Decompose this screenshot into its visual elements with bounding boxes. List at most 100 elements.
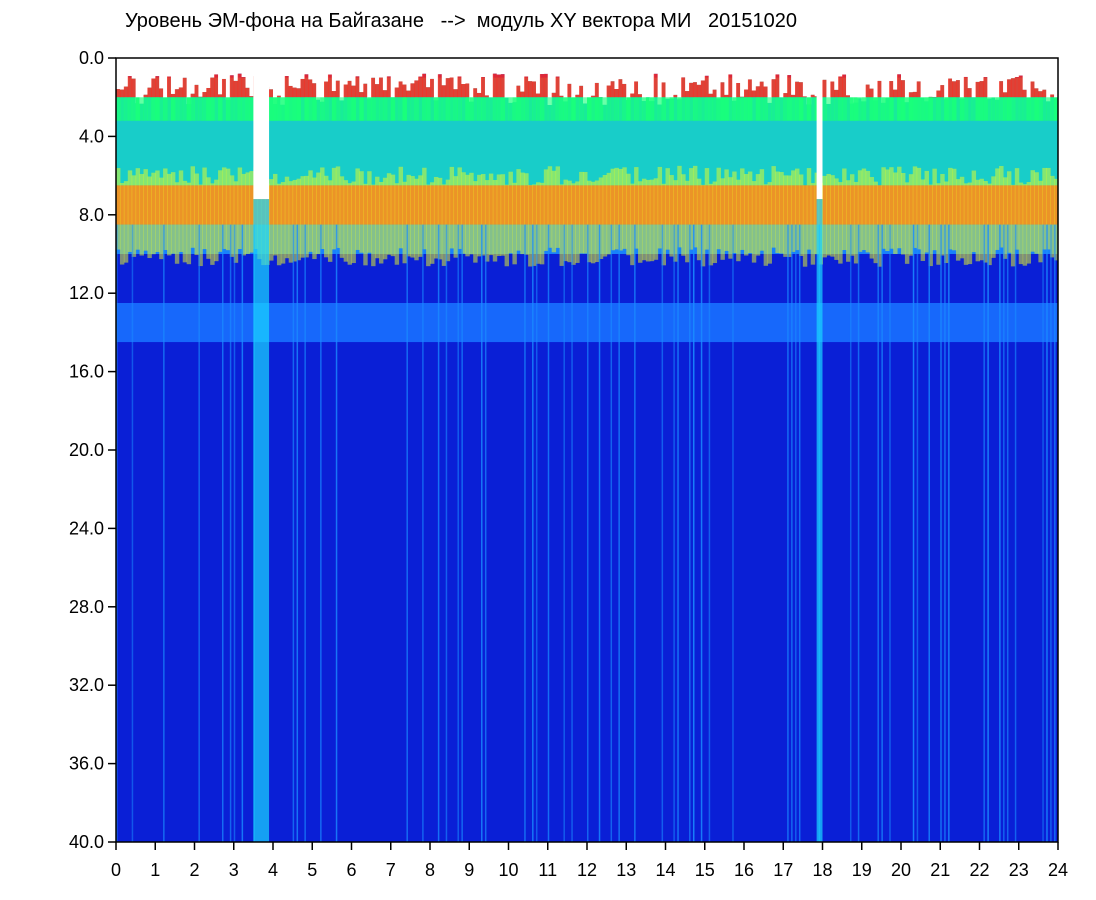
heatmap-cell [575, 181, 580, 263]
x-tick-label: 0 [111, 860, 121, 880]
heatmap-cell [751, 181, 757, 263]
heatmap-cell [284, 76, 290, 98]
heatmap-cell [991, 58, 996, 98]
heatmap-cell [532, 184, 537, 266]
heatmap-cell [320, 167, 325, 249]
heatmap-cell [324, 175, 329, 258]
heatmap-cell [685, 91, 690, 98]
heatmap-cell [999, 81, 1004, 98]
heatmap-cell [214, 179, 219, 262]
heatmap-cell [877, 80, 882, 98]
heatmap-streak [798, 224, 801, 843]
heatmap-cell [563, 179, 568, 262]
heatmap-cell [131, 175, 137, 257]
heatmap-cell [897, 74, 902, 98]
heatmap-cell [473, 181, 478, 263]
heatmap-cell [484, 95, 490, 98]
heatmap-cell [877, 58, 882, 81]
heatmap-cell [626, 58, 631, 101]
heatmap-cell [700, 184, 706, 267]
heatmap-cell [437, 97, 443, 121]
heatmap-cell [167, 97, 172, 121]
heatmap-cell [1010, 184, 1016, 267]
heatmap-cell [696, 97, 702, 121]
heatmap-cell [547, 58, 553, 105]
heatmap-cell [1050, 175, 1055, 258]
heatmap-cell [1022, 97, 1028, 121]
heatmap-cell [685, 58, 690, 92]
heatmap-cell [873, 181, 878, 264]
heatmap-cell [504, 97, 509, 121]
heatmap-cell [331, 97, 337, 121]
heatmap-cell [484, 97, 490, 121]
heatmap-cell [579, 85, 584, 98]
heatmap-cell [1050, 97, 1055, 121]
heatmap-cell [728, 58, 733, 75]
heatmap-cell [288, 85, 294, 98]
heatmap-cell [775, 97, 780, 121]
heatmap-cell [116, 58, 121, 90]
heatmap-cell [610, 168, 615, 251]
heatmap-cell [645, 97, 651, 121]
heatmap-cell [363, 183, 368, 266]
heatmap-streak [857, 224, 860, 843]
x-tick-label: 14 [655, 860, 675, 880]
heatmap-cell [955, 58, 961, 81]
heatmap-cell [151, 58, 156, 79]
heatmap-cell [775, 171, 780, 254]
heatmap-cell [779, 58, 784, 98]
heatmap-cell [846, 95, 851, 98]
heatmap-cell [740, 58, 745, 97]
heatmap-cell [186, 58, 192, 105]
heatmap-cell [437, 74, 443, 98]
heatmap-cell [500, 74, 506, 98]
heatmap-cell [402, 58, 407, 85]
heatmap-cell [798, 174, 804, 256]
heatmap-cell [806, 97, 812, 121]
heatmap-cell [543, 58, 549, 74]
heatmap-cell [473, 58, 478, 89]
heatmap-streak [787, 224, 789, 843]
heatmap-cell [532, 81, 537, 98]
x-tick-label: 5 [307, 860, 317, 880]
heatmap-cell [351, 181, 356, 264]
heatmap-cell [422, 58, 427, 74]
heatmap-cell [838, 182, 843, 264]
heatmap-cell [559, 95, 564, 98]
heatmap-cell [606, 85, 612, 98]
heatmap-cell [433, 58, 439, 101]
heatmap-cell [740, 97, 745, 121]
heatmap-cell [343, 180, 349, 262]
heatmap-cell [398, 81, 404, 98]
heatmap-cell [473, 88, 478, 98]
heatmap-cell [167, 76, 172, 98]
heatmap-cell [744, 89, 749, 98]
heatmap-cell [430, 182, 435, 264]
heatmap-cell [700, 58, 706, 81]
heatmap-cell [418, 76, 423, 98]
heatmap-cell [802, 97, 808, 121]
heatmap-cell [1034, 58, 1039, 89]
heatmap-cell [967, 88, 973, 98]
heatmap-streak [661, 224, 664, 843]
y-tick-label: 36.0 [69, 754, 104, 774]
heatmap-cell [119, 58, 125, 90]
heatmap-cell [163, 58, 168, 98]
x-tick-label: 20 [891, 860, 911, 880]
heatmap-cell [897, 166, 902, 249]
x-tick-label: 13 [616, 860, 636, 880]
heatmap-cell [237, 58, 243, 74]
heatmap-cell [484, 180, 490, 262]
heatmap-cell [194, 58, 199, 85]
heatmap-cell [1042, 58, 1047, 90]
heatmap-cell [170, 58, 176, 94]
heatmap-cell [798, 58, 804, 83]
heatmap-cell [948, 167, 953, 250]
heatmap-streak [999, 224, 1001, 843]
heatmap-cell [861, 168, 867, 251]
heatmap-cell [971, 170, 977, 253]
heatmap-cell [940, 174, 945, 256]
heatmap-cell [641, 58, 647, 102]
heatmap-cell [508, 171, 513, 254]
heatmap-cell [849, 58, 855, 104]
